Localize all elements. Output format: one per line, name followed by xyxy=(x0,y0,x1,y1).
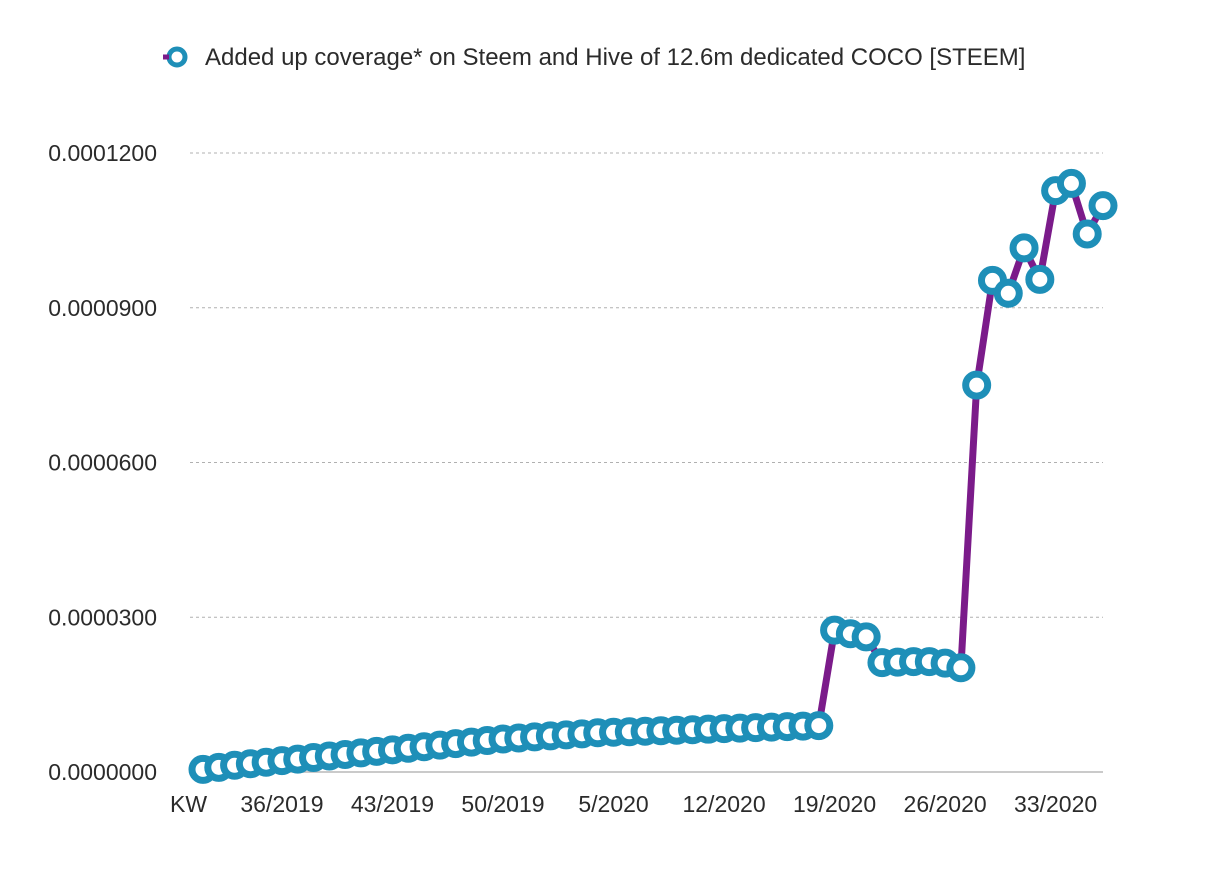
x-tick-label: 12/2020 xyxy=(682,791,765,817)
x-tick-label: 5/2020 xyxy=(578,791,648,817)
data-point xyxy=(1056,168,1086,198)
y-axis-tick-labels: 0.0000000 0.0000300 0.0000600 0.0000900 0.00… xyxy=(48,140,157,785)
y-tick-label: 0.0001200 xyxy=(48,140,157,166)
x-axis-first-label: KW xyxy=(170,791,207,817)
data-point xyxy=(946,653,976,683)
legend-marker-icon xyxy=(166,46,188,68)
y-tick-label: 0.0000000 xyxy=(48,759,157,785)
x-tick-label: 26/2020 xyxy=(904,791,987,817)
data-point xyxy=(1009,233,1039,263)
x-tick-label: 36/2019 xyxy=(240,791,323,817)
x-tick-label: 50/2019 xyxy=(461,791,544,817)
y-tick-label: 0.0000600 xyxy=(48,450,157,476)
series-line xyxy=(199,179,1107,773)
data-point xyxy=(851,622,881,652)
data-point xyxy=(962,370,992,400)
data-point xyxy=(1072,219,1102,249)
y-tick-label: 0.0000900 xyxy=(48,295,157,321)
x-tick-label: 43/2019 xyxy=(351,791,434,817)
legend-label: Added up coverage* on Steem and Hive of … xyxy=(205,44,1025,71)
data-point xyxy=(1025,264,1055,294)
gridlines xyxy=(190,152,1103,618)
x-tick-label: 33/2020 xyxy=(1014,791,1097,817)
data-point xyxy=(993,278,1023,308)
y-tick-label: 0.0000300 xyxy=(48,604,157,630)
x-tick-label: 19/2020 xyxy=(793,791,876,817)
data-point-markers xyxy=(188,168,1118,784)
x-axis-tick-labels: KW 36/2019 43/2019 50/2019 5/2020 12/2020 19/… xyxy=(170,791,1097,817)
legend: Added up coverage* on Steem and Hive of … xyxy=(163,44,1025,71)
data-point xyxy=(804,711,834,741)
data-point xyxy=(1088,191,1118,221)
